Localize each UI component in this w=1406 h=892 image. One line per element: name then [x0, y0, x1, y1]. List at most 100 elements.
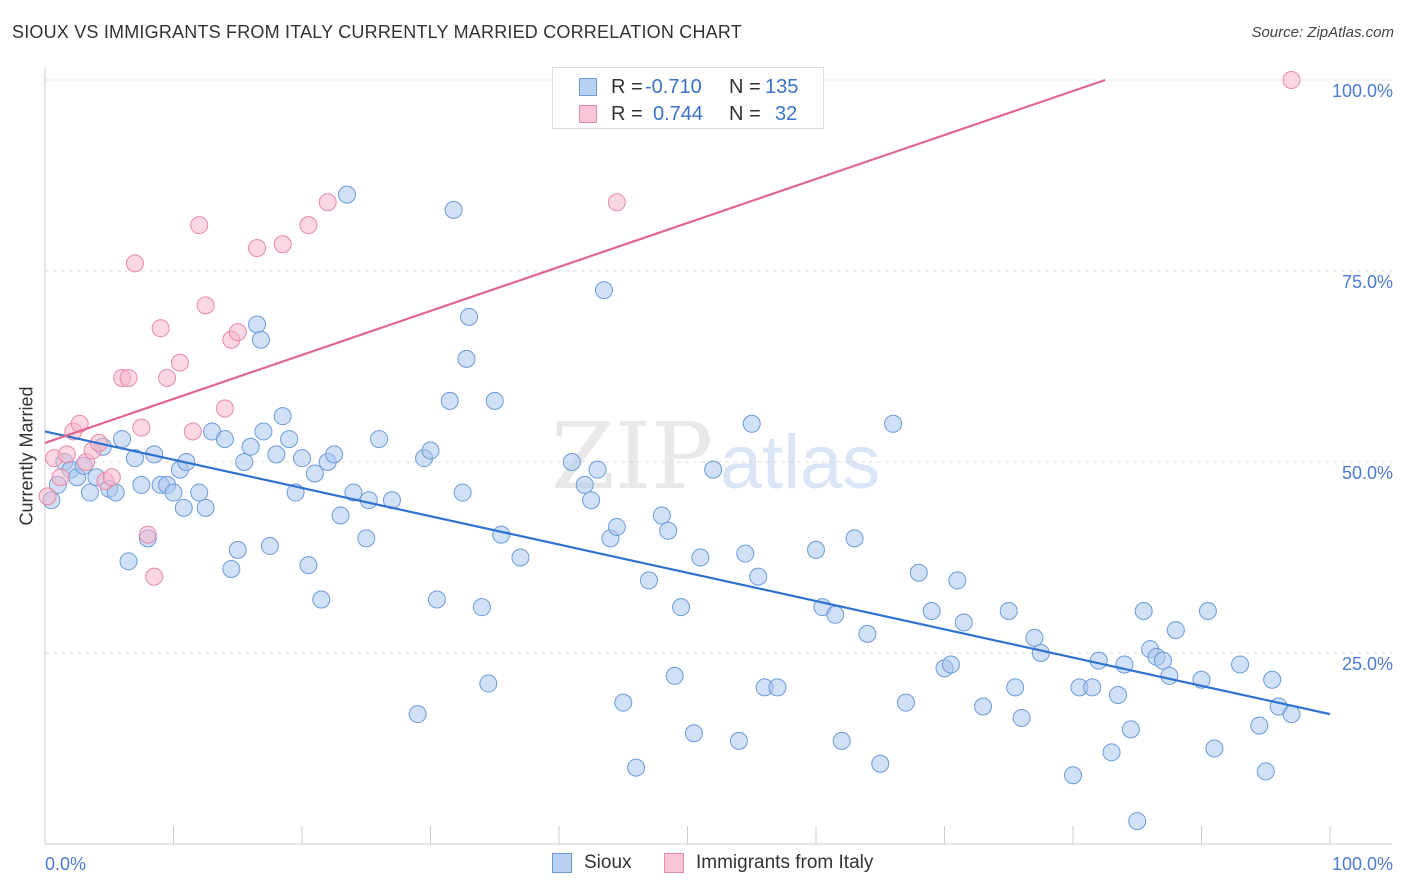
gridlines	[45, 79, 1392, 654]
sioux-point	[1089, 651, 1108, 670]
sioux-point	[672, 598, 691, 617]
sioux-point	[164, 483, 183, 502]
italy-point	[318, 193, 337, 212]
sioux-point	[871, 754, 890, 773]
sioux-point	[594, 281, 613, 300]
sioux-point	[729, 731, 748, 750]
sioux-trend-line	[44, 430, 1331, 716]
italy-point	[299, 216, 318, 235]
sioux-swatch	[579, 78, 597, 96]
sioux-point	[691, 548, 710, 567]
sioux-point	[858, 624, 877, 643]
sioux-point	[267, 445, 286, 464]
sioux-point	[337, 185, 356, 204]
sioux-point	[582, 491, 601, 510]
sioux-point	[359, 491, 378, 510]
sioux-point	[254, 422, 273, 441]
sioux-point	[845, 529, 864, 548]
legend-row-italy: R = 0.744 N = 32	[553, 100, 823, 128]
sioux-point	[941, 655, 960, 674]
trend-lines	[44, 78, 1331, 716]
sioux-point	[280, 430, 299, 449]
sioux-point	[954, 613, 973, 632]
sioux-point	[1160, 666, 1179, 685]
sioux-point	[293, 449, 311, 468]
sioux-point	[948, 571, 967, 590]
sioux-point	[1006, 678, 1025, 697]
sioux-point	[665, 666, 684, 685]
sioux-n-value: 135	[765, 76, 799, 98]
italy-legend-swatch	[664, 853, 684, 873]
sioux-point	[215, 430, 234, 449]
sioux-point	[1102, 743, 1121, 762]
italy-point	[607, 193, 626, 212]
sioux-point	[299, 556, 318, 575]
sioux-point	[627, 758, 646, 777]
sioux-point	[749, 567, 768, 586]
source-label: Source: ZipAtlas.com	[1251, 24, 1394, 41]
italy-legend-label: Immigrants from Italy	[696, 852, 874, 873]
sioux-point	[736, 544, 755, 563]
italy-points	[38, 71, 1301, 586]
sioux-point	[305, 464, 324, 483]
legend-r-label: R =	[611, 103, 643, 125]
sioux-point	[427, 590, 446, 609]
sioux-r-value: -0.710	[645, 76, 702, 98]
x-tick-label: 100.0%	[1332, 854, 1393, 874]
sioux-point	[273, 407, 292, 426]
italy-point	[70, 414, 89, 433]
sioux-point	[260, 537, 279, 556]
italy-point	[119, 368, 138, 387]
sioux-point	[742, 414, 761, 433]
sioux-point	[896, 693, 915, 712]
correlation-legend: R = -0.710 N = 135 R = 0.744 N = 32	[552, 67, 824, 129]
italy-point	[273, 235, 292, 254]
sioux-legend-label: Sioux	[584, 852, 632, 873]
sioux-point	[1205, 739, 1224, 758]
chart-title: SIOUX VS IMMIGRANTS FROM ITALY CURRENTLY…	[12, 22, 742, 42]
sioux-point	[125, 449, 144, 468]
italy-swatch	[579, 105, 597, 123]
sioux-point	[684, 724, 703, 743]
italy-point	[248, 239, 267, 258]
italy-point	[51, 468, 70, 487]
sioux-point	[228, 540, 247, 559]
watermark-atlas: atlas	[720, 420, 881, 505]
sioux-point	[457, 349, 476, 368]
legend-n-label: N =	[729, 103, 761, 125]
sioux-point	[453, 483, 472, 502]
sioux-point	[832, 731, 851, 750]
italy-point	[228, 323, 247, 342]
italy-point	[38, 487, 57, 506]
sioux-point	[248, 315, 267, 334]
sioux-point	[562, 453, 581, 471]
watermark: ZIP atlas	[551, 403, 880, 510]
sioux-point	[826, 605, 845, 624]
sioux-point	[440, 391, 459, 410]
sioux-point	[174, 498, 193, 517]
italy-point	[132, 418, 151, 437]
sioux-point	[331, 506, 350, 525]
sioux-point	[974, 697, 993, 716]
sioux-point	[190, 483, 209, 502]
sioux-point	[614, 693, 633, 712]
sioux-point	[312, 590, 331, 609]
italy-point	[215, 399, 234, 418]
sioux-point	[132, 475, 151, 494]
sioux-point	[652, 506, 671, 525]
italy-trend-line	[44, 78, 1106, 444]
sioux-point	[1256, 762, 1275, 781]
italy-n-value: 32	[775, 103, 798, 125]
sioux-point	[1166, 621, 1185, 640]
sioux-point	[408, 705, 427, 724]
italy-point	[138, 525, 157, 544]
italy-point	[102, 468, 121, 487]
sioux-point	[909, 563, 928, 582]
sioux-point	[460, 307, 479, 326]
sioux-point	[251, 330, 270, 349]
sioux-point	[1231, 655, 1250, 674]
sioux-points	[42, 185, 1301, 831]
sioux-point	[241, 437, 260, 456]
sioux-point	[344, 483, 363, 502]
y-tick-label: 25.0%	[1342, 654, 1393, 674]
